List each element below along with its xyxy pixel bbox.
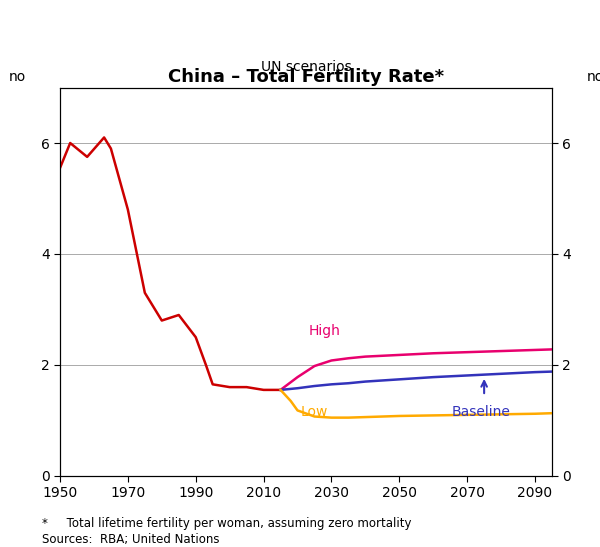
Text: Baseline: Baseline (451, 405, 510, 420)
Text: no: no (586, 69, 600, 84)
Text: Low: Low (301, 405, 328, 420)
Text: *     Total lifetime fertility per woman, assuming zero mortality: * Total lifetime fertility per woman, as… (42, 517, 412, 530)
Text: Sources:  RBA; United Nations: Sources: RBA; United Nations (42, 533, 220, 546)
Text: UN scenarios: UN scenarios (260, 60, 352, 74)
Title: China – Total Fertility Rate*: China – Total Fertility Rate* (168, 68, 444, 86)
Text: no: no (8, 69, 26, 84)
Text: High: High (309, 324, 341, 338)
